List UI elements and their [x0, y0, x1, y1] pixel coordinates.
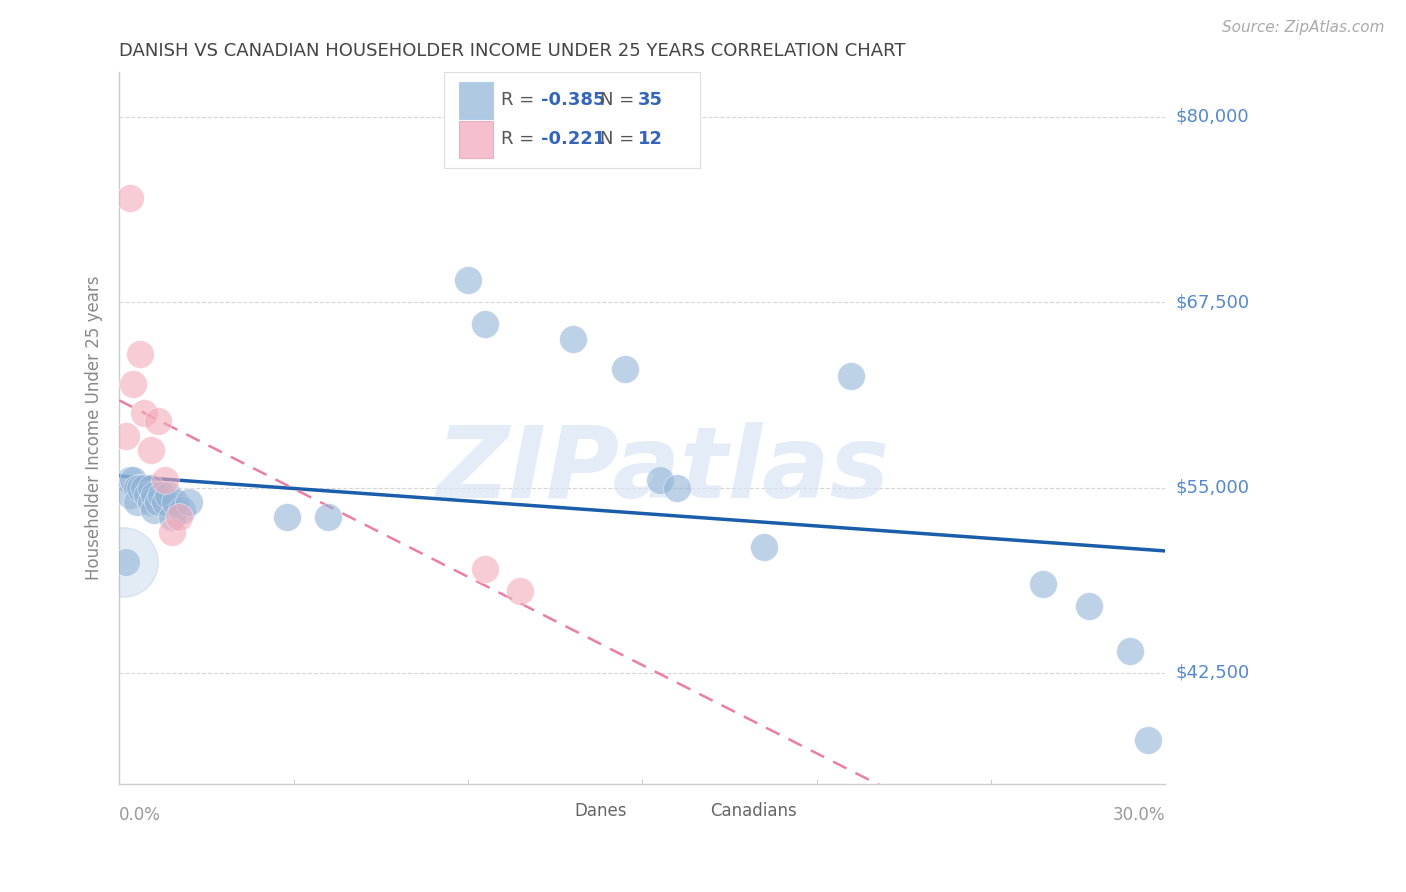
Point	[177, 495, 200, 509]
Point	[139, 481, 162, 495]
FancyBboxPatch shape	[460, 82, 492, 119]
Point	[153, 473, 176, 487]
Point	[165, 495, 187, 509]
Point	[129, 347, 152, 361]
Point	[841, 369, 863, 384]
Text: 35: 35	[638, 91, 664, 109]
Point	[122, 376, 145, 391]
Point	[474, 562, 496, 576]
Point	[276, 510, 298, 524]
Point	[613, 362, 636, 376]
Point	[136, 488, 159, 502]
Point	[118, 473, 141, 487]
Point	[132, 481, 155, 495]
Point	[157, 488, 180, 502]
Point	[160, 510, 183, 524]
FancyBboxPatch shape	[672, 794, 706, 828]
Point	[115, 555, 138, 569]
Y-axis label: Householder Income Under 25 years: Householder Income Under 25 years	[86, 276, 103, 581]
FancyBboxPatch shape	[460, 120, 492, 158]
Point	[118, 191, 141, 205]
Text: -0.385: -0.385	[541, 91, 606, 109]
Point	[474, 318, 496, 332]
Point	[129, 481, 152, 495]
FancyBboxPatch shape	[443, 72, 700, 169]
FancyBboxPatch shape	[536, 794, 569, 828]
Text: $55,000: $55,000	[1175, 478, 1250, 497]
Point	[146, 495, 169, 509]
Point	[143, 502, 166, 516]
Point	[111, 555, 134, 569]
Text: ZIPatlas: ZIPatlas	[437, 423, 890, 519]
Point	[146, 414, 169, 428]
Text: Danes: Danes	[574, 802, 627, 820]
Text: Source: ZipAtlas.com: Source: ZipAtlas.com	[1222, 20, 1385, 35]
Point	[132, 406, 155, 420]
Point	[457, 273, 479, 287]
Text: 30.0%: 30.0%	[1112, 806, 1166, 824]
Point	[1136, 732, 1159, 747]
Text: R =: R =	[501, 91, 540, 109]
Point	[150, 488, 173, 502]
Point	[509, 584, 531, 599]
Text: DANISH VS CANADIAN HOUSEHOLDER INCOME UNDER 25 YEARS CORRELATION CHART: DANISH VS CANADIAN HOUSEHOLDER INCOME UN…	[120, 42, 905, 60]
Point	[139, 443, 162, 458]
Point	[160, 524, 183, 539]
Point	[666, 481, 689, 495]
Point	[561, 332, 583, 346]
Text: R =: R =	[501, 130, 540, 148]
Point	[318, 510, 340, 524]
Point	[170, 502, 193, 516]
Text: -0.221: -0.221	[541, 130, 605, 148]
Point	[167, 510, 190, 524]
Point	[1032, 577, 1054, 591]
Text: Canadians: Canadians	[710, 802, 797, 820]
Point	[648, 473, 671, 487]
Text: 0.0%: 0.0%	[120, 806, 162, 824]
Point	[125, 495, 148, 509]
Text: 12: 12	[638, 130, 664, 148]
Point	[143, 488, 166, 502]
Point	[1119, 643, 1142, 657]
Point	[1077, 599, 1099, 614]
Text: N =: N =	[600, 91, 640, 109]
Point	[153, 495, 176, 509]
Text: $67,500: $67,500	[1175, 293, 1250, 311]
Point	[125, 481, 148, 495]
Text: $80,000: $80,000	[1175, 108, 1250, 126]
Point	[122, 473, 145, 487]
Text: $42,500: $42,500	[1175, 664, 1250, 681]
Point	[754, 540, 776, 554]
Point	[118, 488, 141, 502]
Point	[139, 495, 162, 509]
Point	[115, 428, 138, 442]
Text: N =: N =	[600, 130, 640, 148]
